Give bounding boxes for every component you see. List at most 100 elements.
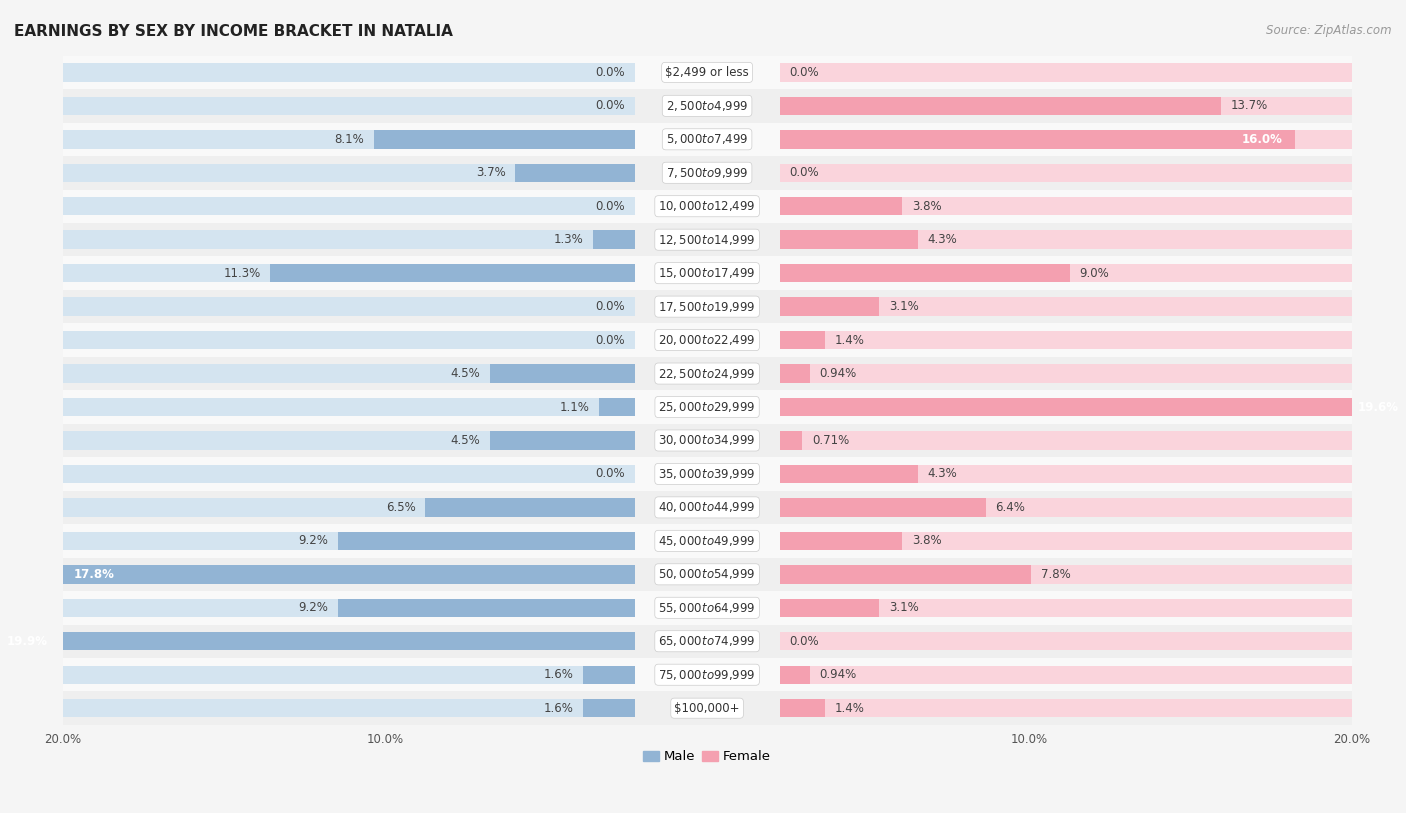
Text: 6.4%: 6.4% — [995, 501, 1025, 514]
Bar — [270, 264, 634, 282]
Text: $5,000 to $7,499: $5,000 to $7,499 — [666, 133, 748, 146]
Bar — [63, 457, 1351, 491]
Text: 8.1%: 8.1% — [335, 133, 364, 146]
Bar — [63, 298, 634, 315]
Bar — [779, 231, 1351, 249]
Text: 13.7%: 13.7% — [1230, 99, 1268, 112]
Bar — [779, 364, 1351, 383]
Bar — [374, 130, 634, 149]
Text: 0.94%: 0.94% — [820, 367, 856, 380]
Text: 17.8%: 17.8% — [75, 567, 115, 580]
Text: 0.0%: 0.0% — [789, 635, 818, 648]
Text: 7.8%: 7.8% — [1040, 567, 1070, 580]
Bar — [779, 331, 825, 350]
Bar — [63, 532, 634, 550]
Bar — [779, 398, 1406, 416]
Bar — [63, 357, 1351, 390]
Bar — [63, 390, 1351, 424]
Text: $20,000 to $22,499: $20,000 to $22,499 — [658, 333, 756, 347]
Text: $12,500 to $14,999: $12,500 to $14,999 — [658, 233, 756, 246]
Bar — [63, 632, 634, 650]
Bar — [63, 55, 1351, 89]
Text: 4.5%: 4.5% — [450, 367, 479, 380]
Text: 9.2%: 9.2% — [298, 602, 329, 615]
Bar — [779, 364, 810, 383]
Bar — [63, 197, 634, 215]
Text: 3.8%: 3.8% — [911, 200, 941, 213]
Bar — [63, 424, 1351, 457]
Bar — [779, 130, 1295, 149]
Bar — [63, 231, 634, 249]
Text: 19.9%: 19.9% — [6, 635, 48, 648]
Bar — [779, 97, 1220, 115]
Text: 1.4%: 1.4% — [834, 333, 865, 346]
Bar — [63, 498, 634, 516]
Bar — [425, 498, 634, 516]
Bar — [779, 565, 1031, 584]
Text: $35,000 to $39,999: $35,000 to $39,999 — [658, 467, 756, 481]
Legend: Male, Female: Male, Female — [638, 746, 776, 769]
Bar — [63, 558, 1351, 591]
Text: 0.0%: 0.0% — [595, 467, 624, 480]
Text: 3.1%: 3.1% — [889, 602, 920, 615]
Bar — [779, 699, 825, 717]
Bar — [60, 565, 634, 584]
Bar — [63, 364, 634, 383]
Bar — [63, 465, 634, 483]
Text: $65,000 to $74,999: $65,000 to $74,999 — [658, 634, 756, 648]
Text: $50,000 to $54,999: $50,000 to $54,999 — [658, 567, 756, 581]
Bar — [779, 298, 880, 315]
Bar — [63, 223, 1351, 256]
Text: 6.5%: 6.5% — [385, 501, 416, 514]
Bar — [779, 465, 918, 483]
Bar — [779, 532, 903, 550]
Bar — [779, 231, 918, 249]
Text: 0.0%: 0.0% — [789, 66, 818, 79]
Bar — [63, 123, 1351, 156]
Text: 3.1%: 3.1% — [889, 300, 920, 313]
Text: $40,000 to $44,999: $40,000 to $44,999 — [658, 500, 756, 515]
Text: 4.3%: 4.3% — [928, 467, 957, 480]
Bar — [779, 197, 903, 215]
Text: $75,000 to $99,999: $75,000 to $99,999 — [658, 667, 756, 682]
Bar — [779, 331, 1351, 350]
Bar — [779, 699, 1351, 717]
Bar — [63, 256, 1351, 290]
Text: $15,000 to $17,499: $15,000 to $17,499 — [658, 266, 756, 280]
Text: 0.0%: 0.0% — [595, 300, 624, 313]
Bar — [63, 163, 634, 182]
Bar — [593, 231, 634, 249]
Bar — [63, 89, 1351, 123]
Bar — [63, 331, 634, 350]
Bar — [63, 624, 1351, 658]
Text: $7,500 to $9,999: $7,500 to $9,999 — [666, 166, 748, 180]
Text: 16.0%: 16.0% — [1241, 133, 1282, 146]
Bar — [779, 565, 1351, 584]
Text: 1.4%: 1.4% — [834, 702, 865, 715]
Text: 1.3%: 1.3% — [554, 233, 583, 246]
Bar — [63, 658, 1351, 691]
Bar — [63, 63, 634, 81]
Text: $17,500 to $19,999: $17,500 to $19,999 — [658, 300, 756, 314]
Text: 0.94%: 0.94% — [820, 668, 856, 681]
Bar — [339, 532, 634, 550]
Bar — [779, 598, 1351, 617]
Bar — [779, 163, 1351, 182]
Bar — [779, 63, 1351, 81]
Text: 9.2%: 9.2% — [298, 534, 329, 547]
Text: 0.0%: 0.0% — [595, 99, 624, 112]
Bar — [779, 431, 803, 450]
Text: 1.1%: 1.1% — [560, 401, 589, 414]
Text: 0.0%: 0.0% — [789, 167, 818, 180]
Text: 0.0%: 0.0% — [595, 200, 624, 213]
Bar — [779, 97, 1351, 115]
Bar — [63, 130, 634, 149]
Bar — [779, 264, 1070, 282]
Bar — [63, 398, 634, 416]
Text: 9.0%: 9.0% — [1080, 267, 1109, 280]
Text: Source: ZipAtlas.com: Source: ZipAtlas.com — [1267, 24, 1392, 37]
Text: 3.8%: 3.8% — [911, 534, 941, 547]
Bar — [779, 264, 1351, 282]
Bar — [583, 666, 634, 684]
Bar — [779, 465, 1351, 483]
